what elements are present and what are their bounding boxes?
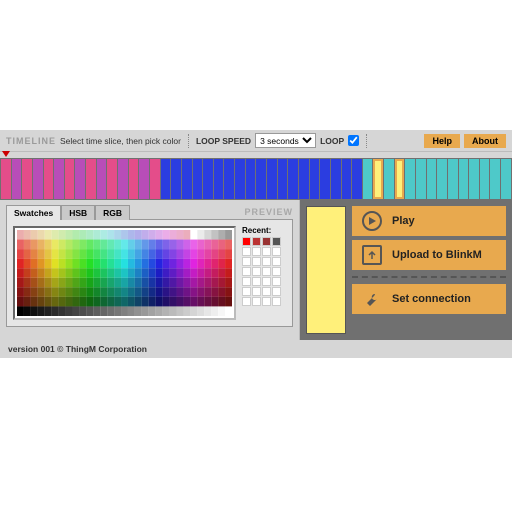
play-icon (362, 211, 382, 231)
actions-column: Play Upload to BlinkM Set connection (352, 206, 506, 334)
timeline-slice[interactable] (139, 159, 149, 199)
timeline-slice[interactable] (363, 159, 373, 199)
timeline-slice[interactable] (256, 159, 266, 199)
timeline-slice[interactable] (1, 159, 11, 199)
tab-rgb[interactable]: RGB (95, 205, 130, 220)
loop-checkbox[interactable] (348, 135, 359, 146)
timeline-slice[interactable] (288, 159, 298, 199)
timeline-slice[interactable] (12, 159, 22, 199)
timeline-slice[interactable] (203, 159, 213, 199)
timeline-slice[interactable] (310, 159, 320, 199)
footer: version 001 © ThingM Corporation (0, 340, 512, 358)
dashed-separator (352, 276, 506, 278)
timeline-slice[interactable] (224, 159, 234, 199)
picker-tabs: SwatchesHSBRGB (6, 204, 244, 219)
toolbar: TIMELINE Select time slice, then pick co… (0, 130, 512, 152)
swatch-grid[interactable] (17, 230, 232, 316)
play-button[interactable]: Play (352, 206, 506, 236)
timeline-slice[interactable] (405, 159, 415, 199)
timeline-slice[interactable] (129, 159, 139, 199)
color-picker-panel: PREVIEW SwatchesHSBRGB Recent: (0, 200, 300, 340)
timeline-slice[interactable] (342, 159, 352, 199)
timeline-slice[interactable] (448, 159, 458, 199)
timeline-slice[interactable] (161, 159, 171, 199)
timeline-slice[interactable] (44, 159, 54, 199)
timeline-slice[interactable] (33, 159, 43, 199)
timeline-slice[interactable] (299, 159, 309, 199)
timeline-slice[interactable] (107, 159, 117, 199)
timeline-slice[interactable] (118, 159, 128, 199)
preview-swatch (306, 206, 346, 334)
timeline-slice[interactable] (75, 159, 85, 199)
timeline-slice[interactable] (171, 159, 181, 199)
playhead-marker-icon[interactable] (2, 151, 10, 157)
recent-grid[interactable] (242, 237, 286, 306)
tab-swatches[interactable]: Swatches (6, 205, 61, 220)
timeline-slice[interactable] (352, 159, 362, 199)
loop-speed-select[interactable]: 3 seconds (255, 133, 316, 148)
timeline-slice[interactable] (395, 159, 405, 199)
timeline-slice[interactable] (182, 159, 192, 199)
timeline-slice[interactable] (278, 159, 288, 199)
timeline-slice[interactable] (437, 159, 447, 199)
set-connection-label: Set connection (392, 293, 471, 305)
timeline-slice[interactable] (480, 159, 490, 199)
timeline-slice[interactable] (86, 159, 96, 199)
timeline-hint: Select time slice, then pick color (60, 136, 181, 146)
timeline-marker-row (0, 152, 512, 158)
wrench-icon (362, 289, 382, 309)
separator (188, 134, 189, 148)
timeline-slice[interactable] (320, 159, 330, 199)
footer-text: version 001 © ThingM Corporation (8, 344, 147, 354)
timeline-slice[interactable] (373, 159, 383, 199)
app-window: { "toolbar": { "title": "TIMELINE", "hin… (0, 130, 512, 358)
timeline-slice[interactable] (214, 159, 224, 199)
lower-panel: PREVIEW SwatchesHSBRGB Recent: (0, 200, 512, 340)
loop-speed-label: LOOP SPEED (196, 136, 251, 146)
preview-label: PREVIEW (244, 207, 293, 217)
timeline-slice[interactable] (267, 159, 277, 199)
timeline-slice[interactable] (97, 159, 107, 199)
swatch-frame (13, 226, 236, 320)
loop-label: LOOP (320, 136, 344, 146)
about-button[interactable]: About (464, 134, 506, 148)
timeline-slice[interactable] (501, 159, 511, 199)
timeline-slice[interactable] (459, 159, 469, 199)
set-connection-button[interactable]: Set connection (352, 284, 506, 314)
timeline-slice[interactable] (416, 159, 426, 199)
separator (366, 134, 367, 148)
upload-icon (362, 245, 382, 265)
help-button[interactable]: Help (424, 134, 460, 148)
timeline-slice[interactable] (490, 159, 500, 199)
play-label: Play (392, 215, 415, 227)
timeline-slice[interactable] (246, 159, 256, 199)
recent-label: Recent: (242, 226, 286, 235)
timeline-slice[interactable] (193, 159, 203, 199)
timeline-slice[interactable] (65, 159, 75, 199)
picker-body: Recent: (6, 219, 293, 327)
timeline-slice[interactable] (235, 159, 245, 199)
timeline-track[interactable] (0, 158, 512, 200)
timeline-slice[interactable] (150, 159, 160, 199)
timeline-slice[interactable] (54, 159, 64, 199)
timeline-slice[interactable] (427, 159, 437, 199)
timeline-slice[interactable] (22, 159, 32, 199)
timeline-slice[interactable] (384, 159, 394, 199)
timeline-slice[interactable] (331, 159, 341, 199)
recent-column: Recent: (242, 226, 286, 320)
tab-hsb[interactable]: HSB (61, 205, 95, 220)
upload-label: Upload to BlinkM (392, 249, 482, 261)
right-panel: Play Upload to BlinkM Set connection (300, 200, 512, 340)
upload-button[interactable]: Upload to BlinkM (352, 240, 506, 270)
timeline-title: TIMELINE (6, 136, 56, 146)
timeline-slice[interactable] (469, 159, 479, 199)
